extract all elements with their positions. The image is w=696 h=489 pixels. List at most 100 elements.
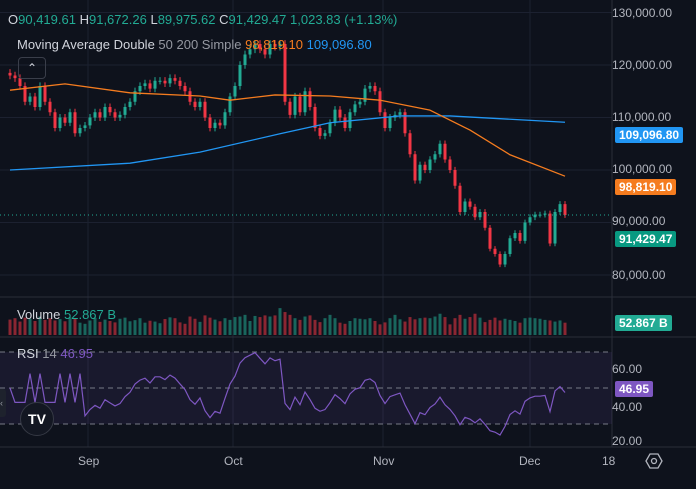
change-value: 1,023.83 (+1.13%) <box>290 12 398 27</box>
volume-bar <box>538 318 542 335</box>
volume-bar <box>428 318 432 335</box>
candle-body <box>323 133 327 136</box>
low-label: L <box>150 12 158 27</box>
volume-bar <box>48 318 52 335</box>
candle-body <box>248 49 252 55</box>
price-tick: 80,000.00 <box>612 268 666 282</box>
volume-bar <box>418 318 422 335</box>
candle-body <box>353 104 357 113</box>
volume-bar <box>403 321 407 335</box>
candle-body <box>158 80 162 82</box>
candle-body <box>193 101 197 107</box>
volume-bar <box>168 317 172 335</box>
candle-body <box>453 170 457 186</box>
candle-body <box>378 91 382 113</box>
volume-bar <box>433 316 437 335</box>
volume-bar <box>113 322 117 335</box>
candle-body <box>403 112 407 134</box>
time-tick-sep: Sep <box>78 454 100 468</box>
volume-bar <box>558 320 562 335</box>
candle-body <box>398 112 402 115</box>
volume-bar <box>273 315 277 335</box>
volume-bar <box>8 319 12 335</box>
volume-bar <box>53 320 57 335</box>
candle-body <box>138 86 142 92</box>
volume-bar <box>288 314 292 335</box>
volume-bar <box>413 319 417 335</box>
volume-bar <box>358 318 362 335</box>
volume-bar <box>313 319 317 335</box>
candle-body <box>388 117 392 128</box>
settings-button[interactable] <box>645 452 663 475</box>
candle-body <box>438 143 442 155</box>
volume-bar <box>353 318 357 335</box>
candle-body <box>238 65 242 86</box>
candle-body <box>433 154 437 160</box>
rsi-tick: 40.00 <box>612 400 643 414</box>
volume-bar <box>268 316 272 335</box>
volume-bar <box>233 317 237 335</box>
volume-bar <box>368 318 372 335</box>
candle-body <box>128 101 132 107</box>
volume-bar <box>98 321 102 335</box>
candle-body <box>328 122 332 134</box>
candle-body <box>203 101 207 118</box>
candle-body <box>503 254 507 265</box>
candle-body <box>383 112 387 128</box>
volume-bar <box>38 316 42 335</box>
close-value: 91,429.47 <box>228 12 287 27</box>
candle-body <box>168 78 172 84</box>
volume-bar <box>378 324 382 335</box>
volume-bar <box>243 314 247 335</box>
price-tick: 130,000.00 <box>612 6 673 20</box>
ma-legend[interactable]: Moving Average Double 50 200 Simple 98,8… <box>17 37 372 52</box>
chevron-left-icon: ‹ <box>0 398 3 408</box>
candle-body <box>343 117 347 128</box>
candle-body <box>113 112 117 118</box>
candle-body <box>373 86 377 92</box>
rsi-tick: 20.00 <box>612 434 643 448</box>
volume-bar <box>133 320 137 335</box>
candle-body <box>228 96 232 113</box>
rsi-param: 14 <box>42 346 57 361</box>
volume-bar <box>483 322 487 335</box>
price-tick: 100,000.00 <box>612 162 673 176</box>
candle-body <box>58 117 62 128</box>
volume-bar <box>513 321 517 335</box>
collapse-legend-button[interactable]: ⌃ <box>18 57 46 79</box>
low-value: 89,975.62 <box>157 12 216 27</box>
candle-body <box>178 80 182 86</box>
price-tick: 90,000.00 <box>612 214 666 228</box>
volume-bar <box>58 319 62 335</box>
volume-bar <box>173 318 177 335</box>
volume-bar <box>238 316 242 335</box>
ma-fast-line <box>9 83 566 177</box>
side-panel-toggle[interactable]: ‹ <box>0 389 6 417</box>
candle-body <box>103 107 107 118</box>
candle-body <box>153 80 157 89</box>
candle-body <box>43 86 47 102</box>
volume-bar <box>468 317 472 335</box>
ma-fast-value: 98,819.10 <box>245 37 304 52</box>
candle-body <box>468 201 472 207</box>
volume-bar <box>298 319 302 335</box>
tradingview-logo[interactable]: TV <box>20 402 54 436</box>
volume-legend[interactable]: Volume 52.867 B <box>17 307 116 322</box>
open-label: O <box>8 12 19 27</box>
candle-body <box>213 122 217 128</box>
candle-body <box>293 96 297 115</box>
candle-body <box>413 154 417 181</box>
volume-bar <box>493 317 497 335</box>
volume-bar <box>563 322 567 335</box>
rsi-legend[interactable]: RSI 14 46.95 <box>17 346 93 361</box>
volume-value: 52.867 B <box>64 307 117 322</box>
candle-body <box>223 112 227 126</box>
candle-body <box>303 91 307 113</box>
rsi-line <box>9 351 566 436</box>
volume-tag: 52.867 B <box>615 315 672 331</box>
candle-body <box>543 213 547 215</box>
volume-bar <box>523 318 527 335</box>
volume-bar <box>463 318 467 335</box>
candle-body <box>368 86 372 89</box>
